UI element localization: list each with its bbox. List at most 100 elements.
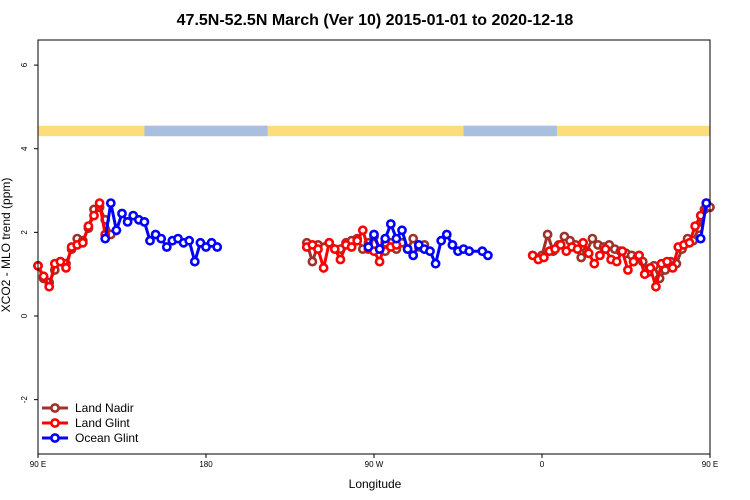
data-point-ocean-glint	[189, 256, 200, 267]
data-point-land-glint	[539, 252, 549, 263]
data-point-land-glint	[94, 198, 105, 208]
data-point-ocean-glint	[391, 233, 402, 244]
data-point-ocean-glint	[122, 216, 133, 227]
data-point-land-glint	[83, 221, 94, 231]
legend-marker	[50, 433, 60, 443]
data-point-land-glint	[600, 244, 611, 254]
data-point-land-nadir	[542, 229, 553, 240]
data-point-land-glint	[89, 210, 99, 221]
x-tick-label: 180	[199, 460, 213, 469]
series-layer	[33, 198, 715, 293]
data-point-ocean-glint	[397, 225, 407, 236]
data-point-land-nadir	[587, 233, 598, 244]
data-point-land-glint	[329, 244, 340, 254]
data-point-ocean-glint	[385, 219, 396, 229]
legend-item-ocean-glint: Ocean Glint	[42, 431, 139, 445]
land-ocean-band	[38, 125, 710, 137]
y-tick-label: 0	[20, 313, 29, 318]
data-point-land-glint	[555, 239, 566, 250]
series-land-glint	[33, 198, 712, 293]
data-point-ocean-glint	[363, 242, 374, 252]
data-point-land-glint	[572, 244, 583, 254]
data-point-ocean-glint	[695, 233, 706, 244]
y-tick-label: 6	[20, 62, 29, 67]
x-axis-label: Longitude	[349, 477, 402, 491]
data-point-land-glint	[589, 258, 600, 269]
x-tick-label: 90 W	[365, 460, 384, 469]
data-point-land-glint	[61, 262, 71, 273]
x-tick-label: 90 E	[702, 460, 718, 469]
legend-label: Land Glint	[75, 416, 130, 430]
data-point-land-glint	[77, 237, 88, 248]
x-tick-label: 0	[540, 460, 545, 469]
data-point-ocean-glint	[447, 239, 458, 250]
legend-item-land-nadir: Land Nadir	[42, 401, 134, 415]
data-point-land-glint	[335, 254, 346, 265]
data-point-ocean-glint	[464, 246, 475, 257]
land-band	[38, 125, 710, 137]
data-point-land-nadir	[307, 256, 318, 267]
data-point-land-glint	[318, 262, 329, 273]
data-point-ocean-glint	[111, 225, 122, 236]
data-point-land-glint	[357, 225, 368, 236]
data-point-land-glint	[583, 248, 594, 259]
data-point-land-glint	[55, 256, 66, 267]
data-point-land-glint	[313, 244, 323, 254]
data-point-land-glint	[628, 256, 639, 267]
series-line-ocean-glint	[699, 202, 708, 239]
data-point-ocean-glint	[482, 250, 493, 261]
data-point-ocean-glint	[212, 242, 223, 252]
data-point-land-glint	[611, 256, 622, 267]
data-point-land-glint	[639, 269, 650, 280]
data-point-ocean-glint	[402, 244, 413, 254]
y-tick-label: 2	[20, 230, 29, 235]
data-point-ocean-glint	[369, 229, 379, 240]
data-point-land-glint	[324, 237, 335, 248]
axes: 90 E 180 90 W 0 90 E -2 0 2 4 6	[20, 39, 718, 469]
ocean-band-segment	[144, 125, 268, 137]
data-point-land-glint	[651, 281, 661, 292]
data-point-land-glint	[595, 250, 605, 261]
data-point-land-glint	[684, 237, 695, 248]
data-point-land-glint	[617, 246, 628, 257]
data-point-land-glint	[623, 265, 633, 275]
data-point-land-nadir	[408, 233, 419, 244]
data-point-ocean-glint	[117, 208, 127, 219]
data-point-land-glint	[662, 256, 672, 267]
data-point-ocean-glint	[139, 216, 150, 227]
chart-title: 47.5N-52.5N March (Ver 10) 2015-01-01 to…	[177, 12, 574, 29]
legend-label: Ocean Glint	[75, 431, 139, 445]
legend-marker	[50, 418, 60, 428]
data-point-land-glint	[352, 235, 363, 246]
data-point-ocean-glint	[380, 233, 391, 244]
legend-marker	[50, 403, 60, 413]
ocean-band-segment	[463, 125, 557, 137]
data-point-ocean-glint	[441, 229, 452, 240]
data-point-land-glint	[44, 281, 55, 292]
legend-label: Land Nadir	[75, 401, 134, 415]
data-point-land-nadir	[576, 252, 587, 263]
data-point-ocean-glint	[436, 235, 447, 246]
data-point-ocean-glint	[408, 250, 419, 261]
data-point-ocean-glint	[100, 233, 111, 244]
data-point-ocean-glint	[105, 198, 116, 208]
legend-item-land-glint: Land Glint	[42, 416, 130, 430]
data-point-land-glint	[667, 262, 678, 273]
data-point-land-glint	[634, 250, 644, 261]
y-axis-label: XCO2 - MLO trend (ppm)	[0, 178, 13, 313]
data-point-ocean-glint	[145, 235, 155, 246]
data-point-ocean-glint	[156, 233, 167, 244]
data-point-land-glint	[645, 262, 656, 273]
data-point-ocean-glint	[430, 258, 441, 269]
data-point-land-glint	[346, 242, 357, 252]
y-tick-label: 4	[20, 146, 29, 151]
data-point-land-glint	[690, 221, 700, 231]
data-point-ocean-glint	[425, 246, 435, 257]
data-point-land-glint	[38, 271, 49, 282]
data-point-ocean-glint	[184, 235, 195, 246]
y-tick-label: -2	[20, 396, 29, 404]
data-point-ocean-glint	[374, 244, 385, 254]
data-point-land-glint	[578, 237, 588, 248]
